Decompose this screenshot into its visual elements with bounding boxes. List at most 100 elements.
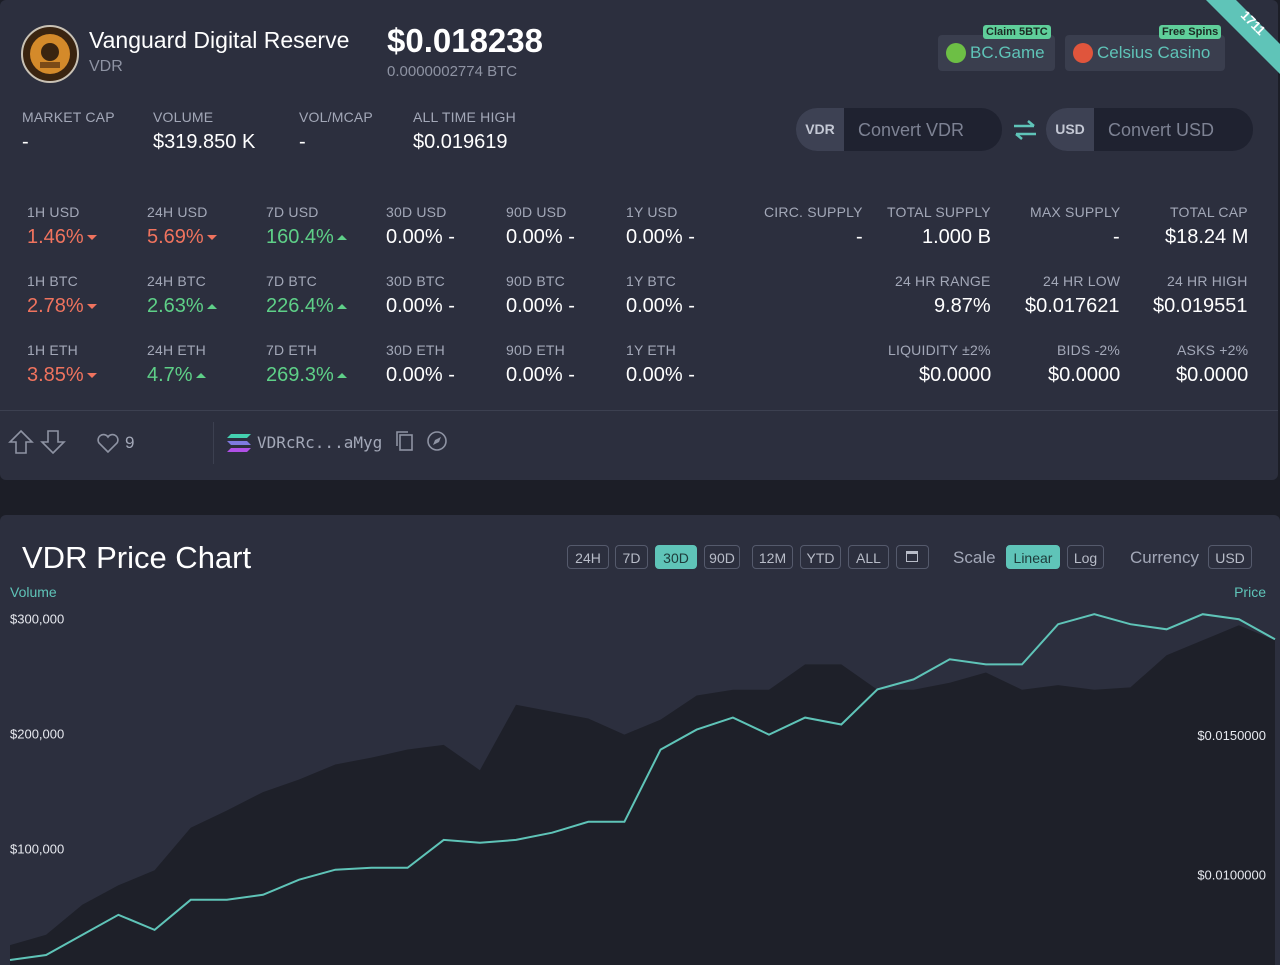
stat-value: - (299, 131, 306, 153)
y-axis-label: Volume (10, 584, 57, 600)
change-label: 1Y BTC (626, 273, 676, 289)
promo-icon (1073, 43, 1093, 63)
swap-icon[interactable] (1012, 118, 1038, 142)
change-label: 1Y USD (626, 204, 678, 220)
supply-label: BIDS -2% (1057, 342, 1121, 358)
coin-symbol: VDR (89, 58, 123, 75)
supply-value: $18.24 M (1165, 226, 1249, 248)
change-value: 0.00% - (506, 226, 575, 248)
y-tick-label: $200,000 (10, 726, 64, 741)
address-icons[interactable] (395, 430, 455, 454)
change-value: 226.4% (266, 295, 334, 317)
divider (213, 422, 214, 464)
scale-button[interactable]: Linear (1006, 545, 1060, 569)
change-arrow (207, 235, 217, 240)
y-tick-label: $300,000 (10, 611, 64, 626)
stat-value: $0.019619 (413, 131, 508, 153)
coin-price: $0.018238 (387, 22, 543, 59)
supply-value: 9.87% (934, 295, 991, 317)
heart-icon[interactable] (96, 432, 122, 454)
range-button[interactable]: ALL (848, 545, 889, 569)
stat-label: MARKET CAP (22, 109, 115, 125)
stat-value: - (22, 131, 29, 153)
range-button[interactable]: 24H (567, 545, 609, 569)
scale-button[interactable]: Log (1067, 545, 1104, 569)
change-value: 0.00% - (626, 364, 695, 386)
change-label: 7D USD (266, 204, 319, 220)
change-value: 2.78% (27, 295, 84, 317)
promo-icon (946, 43, 966, 63)
change-value: 0.00% - (386, 226, 455, 248)
change-label: 24H ETH (147, 342, 206, 358)
change-arrow (87, 235, 97, 240)
currency-label: Currency (1130, 548, 1199, 567)
supply-value: $0.0000 (919, 364, 992, 386)
promo-badge: Free Spins (1159, 25, 1222, 39)
stat-label: VOL/MCAP (299, 109, 373, 125)
calendar-button[interactable] (896, 545, 929, 569)
price-chart: Volume Price $100,000 $200,000 $300,000 $0.01… (9, 584, 1276, 965)
change-arrow (337, 304, 347, 309)
currency-button[interactable]: USD (1208, 545, 1252, 569)
change-label: 90D ETH (506, 342, 565, 358)
change-arrow (337, 373, 347, 378)
change-arrow (337, 235, 347, 240)
range-button[interactable]: 12M (752, 545, 793, 569)
coin-name: Vanguard Digital Reserve (89, 27, 350, 53)
change-value: 0.00% - (386, 295, 455, 317)
to-code: USD (1046, 108, 1094, 151)
change-value: 269.3% (266, 364, 334, 386)
likes: 9 (125, 433, 135, 452)
change-value: 4.7% (147, 364, 193, 386)
change-value: 3.85% (27, 364, 84, 386)
change-label: 7D ETH (266, 342, 317, 358)
change-value: 1.46% (27, 226, 84, 248)
supply-label: TOTAL SUPPLY (887, 204, 991, 220)
y2-tick-label: $0.0150000 (1197, 728, 1266, 743)
change-value: 5.69% (147, 226, 204, 248)
change-value: 2.63% (147, 295, 204, 317)
coin-logo (21, 25, 79, 83)
supply-label: MAX SUPPLY (1030, 204, 1121, 220)
convert-to[interactable]: USD Convert USD (1046, 108, 1253, 151)
y2-tick-label: $0.0100000 (1197, 867, 1266, 882)
change-value: 0.00% - (386, 364, 455, 386)
stat-label: ALL TIME HIGH (413, 109, 516, 125)
change-value: 0.00% - (506, 364, 575, 386)
convert-from[interactable]: VDR Convert VDR (796, 108, 1002, 151)
change-label: 30D BTC (386, 273, 445, 289)
promo-label: BC.Game (970, 43, 1045, 62)
change-arrow (207, 304, 217, 309)
coin-card (0, 0, 1278, 480)
supply-label: 24 HR HIGH (1167, 273, 1248, 289)
change-label: 1H BTC (27, 273, 78, 289)
supply-label: CIRC. SUPPLY (764, 204, 863, 220)
change-value: 160.4% (266, 226, 334, 248)
stat-value: $319.850 K (153, 131, 256, 153)
volume-area (10, 625, 1275, 965)
supply-value: $0.0000 (1048, 364, 1121, 386)
range-button[interactable]: 7D (615, 545, 648, 569)
range-button[interactable]: YTD (800, 545, 841, 569)
range-button[interactable]: 90D (704, 545, 740, 569)
change-arrow (196, 373, 206, 378)
change-label: 30D USD (386, 204, 447, 220)
change-label: 24H BTC (147, 273, 206, 289)
range-button[interactable]: 30D (655, 545, 697, 569)
change-label: 30D ETH (386, 342, 445, 358)
vote-icons[interactable] (8, 428, 68, 456)
change-label: 1H ETH (27, 342, 78, 358)
supply-label: 24 HR LOW (1043, 273, 1121, 289)
change-arrow (87, 373, 97, 378)
change-value: 0.00% - (626, 295, 695, 317)
supply-value: $0.0000 (1176, 364, 1249, 386)
contract-address: VDRcRc...aMyg (257, 433, 383, 452)
supply-value: $0.017621 (1025, 295, 1120, 317)
coin-price-btc: 0.0000002774 BTC (387, 63, 518, 80)
rank-ribbon: 1711 (1206, 0, 1280, 74)
supply-value: - (1113, 226, 1120, 248)
supply-label: LIQUIDITY ±2% (888, 342, 991, 358)
change-label: 90D BTC (506, 273, 565, 289)
